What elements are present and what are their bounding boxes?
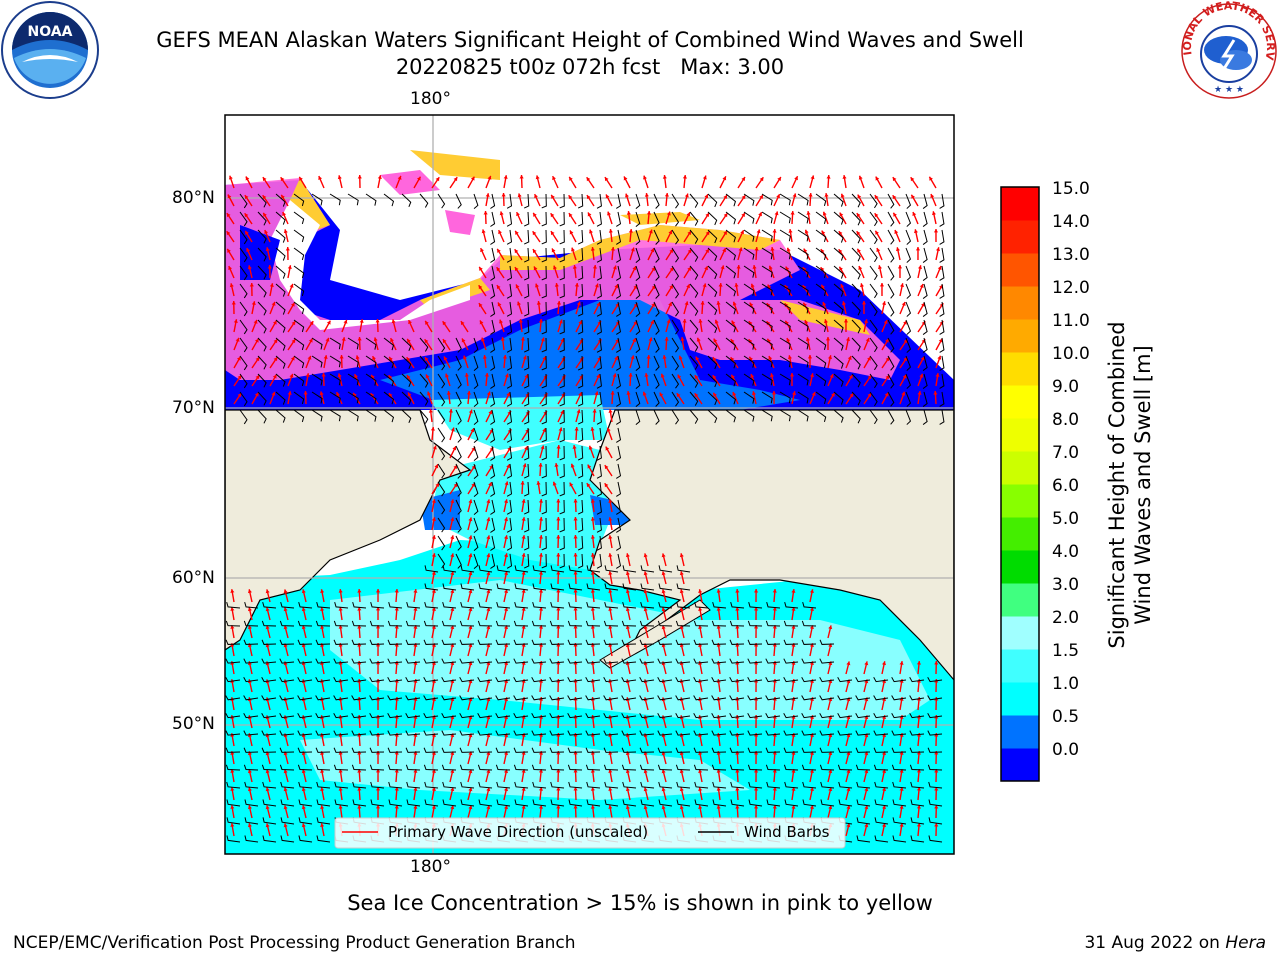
colorbar-segment [1001,517,1039,551]
colorbar-segment [1001,682,1039,716]
colorbar-tick-label: 14.0 [1052,212,1090,232]
colorbar-segment [1001,319,1039,353]
lat-label-50n: 50°N [172,714,215,734]
colorbar-tick-label: 5.0 [1052,509,1079,529]
colorbar-segment [1001,385,1039,419]
colorbar [1000,186,1040,782]
colorbar-segment [1001,451,1039,485]
lat-label-80n: 80°N [172,188,215,208]
colorbar-tick-label: 6.0 [1052,476,1079,496]
lon-label-top: 180° [410,89,451,109]
colorbar-segment [1001,253,1039,287]
map-legend: Primary Wave Direction (unscaled) Wind B… [335,818,845,848]
footer-date: 31 Aug 2022 on [1084,933,1225,953]
colorbar-tick-label: 2.0 [1052,608,1079,628]
colorbar-segment [1001,187,1039,221]
sea-ice-note: Sea Ice Concentration > 15% is shown in … [0,891,1280,915]
colorbar-label-line1: Significant Height of Combined [1105,321,1129,648]
colorbar-segment [1001,550,1039,584]
colorbar-segment [1001,352,1039,386]
colorbar-tick-label: 3.0 [1052,575,1079,595]
colorbar-tick-label: 11.0 [1052,311,1090,331]
colorbar-label-wrap: Significant Height of Combined Wind Wave… [1100,190,1170,780]
colorbar-tick-label: 1.0 [1052,674,1079,694]
colorbar-tick-label: 12.0 [1052,278,1090,298]
colorbar-tick-label: 9.0 [1052,377,1079,397]
colorbar-tick-label: 10.0 [1052,344,1090,364]
colorbar-svg [1000,186,1040,782]
colorbar-segment [1001,484,1039,518]
colorbar-label-line2: Wind Waves and Swell [m] [1131,345,1155,625]
colorbar-segment [1001,649,1039,683]
lat-label-60n: 60°N [172,568,215,588]
footer-date-wrap: 31 Aug 2022 on Hera [1084,933,1266,953]
colorbar-segment [1001,220,1039,254]
colorbar-tick-label: 0.5 [1052,707,1079,727]
legend-wind-label: Wind Barbs [744,823,830,841]
colorbar-tick-label: 13.0 [1052,245,1090,265]
colorbar-tick-label: 15.0 [1052,179,1090,199]
colorbar-segment [1001,748,1039,782]
colorbar-tick-label: 1.5 [1052,641,1079,661]
colorbar-tick-label: 0.0 [1052,740,1079,760]
lon-label-bottom: 180° [410,857,451,877]
colorbar-segment [1001,286,1039,320]
legend-wave-label: Primary Wave Direction (unscaled) [388,823,648,841]
footer-branch: NCEP/EMC/Verification Post Processing Pr… [13,933,576,953]
lat-label-70n: 70°N [172,398,215,418]
colorbar-segment [1001,418,1039,452]
footer-machine: Hera [1225,933,1266,953]
colorbar-segment [1001,616,1039,650]
colorbar-segment [1001,583,1039,617]
colorbar-tick-label: 8.0 [1052,410,1079,430]
colorbar-segment [1001,715,1039,749]
colorbar-tick-label: 7.0 [1052,443,1079,463]
colorbar-tick-label: 4.0 [1052,542,1079,562]
